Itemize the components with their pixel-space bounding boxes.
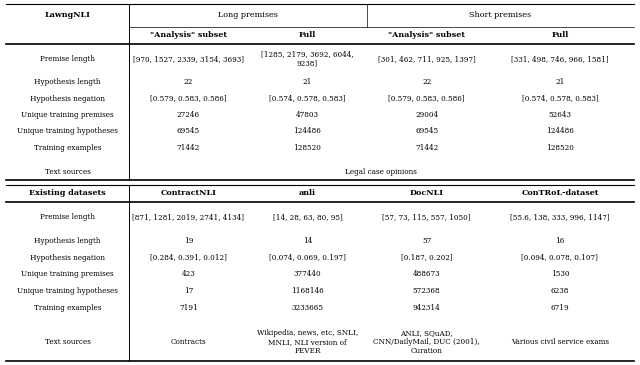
Text: Short premises: Short premises — [469, 11, 531, 19]
Text: Unique training hypotheses: Unique training hypotheses — [17, 287, 118, 295]
Text: "Analysis" subset: "Analysis" subset — [388, 31, 465, 39]
Text: Hypothesis length: Hypothesis length — [35, 78, 101, 86]
Text: Hypothesis length: Hypothesis length — [35, 237, 101, 245]
Text: Wikipedia, news, etc, SNLI,
MNLI, NLI version of
FEVER: Wikipedia, news, etc, SNLI, MNLI, NLI ve… — [257, 329, 358, 356]
Text: 124486: 124486 — [546, 127, 574, 135]
Text: Full: Full — [299, 31, 316, 39]
Text: 572368: 572368 — [413, 287, 440, 295]
Text: 14: 14 — [303, 237, 312, 245]
Text: ConTRoL-dataset: ConTRoL-dataset — [521, 189, 598, 197]
Text: Hypothesis negation: Hypothesis negation — [30, 254, 105, 262]
Text: ContractNLI: ContractNLI — [161, 189, 216, 197]
Text: ANLI, SQuAD,
CNN/DailyMail, DUC (2001),
Curation: ANLI, SQuAD, CNN/DailyMail, DUC (2001), … — [373, 329, 480, 356]
Text: Long premises: Long premises — [218, 11, 278, 19]
Text: Unique training premises: Unique training premises — [21, 270, 114, 278]
Text: 69545: 69545 — [177, 127, 200, 135]
Text: 21: 21 — [556, 78, 564, 86]
Text: anli: anli — [299, 189, 316, 197]
Text: 57: 57 — [422, 237, 431, 245]
Text: Premise length: Premise length — [40, 214, 95, 222]
Text: 6238: 6238 — [550, 287, 569, 295]
Text: 1530: 1530 — [550, 270, 569, 278]
Text: [0.579, 0.583, 0.586]: [0.579, 0.583, 0.586] — [388, 95, 465, 103]
Text: Unique training hypotheses: Unique training hypotheses — [17, 127, 118, 135]
Text: 17: 17 — [184, 287, 193, 295]
Text: 942314: 942314 — [413, 304, 440, 312]
Text: [57, 73, 115, 557, 1050]: [57, 73, 115, 557, 1050] — [382, 214, 471, 222]
Text: Existing datasets: Existing datasets — [29, 189, 106, 197]
Text: 22: 22 — [422, 78, 431, 86]
Text: [301, 462, 711, 925, 1397]: [301, 462, 711, 925, 1397] — [378, 55, 476, 63]
Text: Training examples: Training examples — [34, 144, 101, 152]
Text: 7191: 7191 — [179, 304, 198, 312]
Text: 377440: 377440 — [294, 270, 321, 278]
Text: [0.187, 0.202]: [0.187, 0.202] — [401, 254, 452, 262]
Text: 27246: 27246 — [177, 111, 200, 119]
Text: 19: 19 — [184, 237, 193, 245]
Text: 124486: 124486 — [294, 127, 321, 135]
Text: [0.579, 0.583, 0.586]: [0.579, 0.583, 0.586] — [150, 95, 227, 103]
Text: Text sources: Text sources — [45, 338, 90, 346]
Text: DocNLI: DocNLI — [410, 189, 444, 197]
Text: Unique training premises: Unique training premises — [21, 111, 114, 119]
Text: "Analysis" subset: "Analysis" subset — [150, 31, 227, 39]
Text: 71442: 71442 — [415, 144, 438, 152]
Text: Contracts: Contracts — [170, 338, 206, 346]
Text: 22: 22 — [184, 78, 193, 86]
Text: [0.074, 0.069, 0.197]: [0.074, 0.069, 0.197] — [269, 254, 346, 262]
Text: [0.574, 0.578, 0.583]: [0.574, 0.578, 0.583] — [269, 95, 346, 103]
Text: 21: 21 — [303, 78, 312, 86]
Text: [0.284, 0.391, 0.012]: [0.284, 0.391, 0.012] — [150, 254, 227, 262]
Text: 6719: 6719 — [550, 304, 569, 312]
Text: Hypothesis negation: Hypothesis negation — [30, 95, 105, 103]
Text: [0.574, 0.578, 0.583]: [0.574, 0.578, 0.583] — [522, 95, 598, 103]
Text: Premise length: Premise length — [40, 55, 95, 63]
Text: 423: 423 — [181, 270, 195, 278]
Text: [970, 1527, 2339, 3154, 3693]: [970, 1527, 2339, 3154, 3693] — [132, 55, 244, 63]
Text: 488673: 488673 — [413, 270, 440, 278]
Text: 47803: 47803 — [296, 111, 319, 119]
Text: 16: 16 — [556, 237, 564, 245]
Text: LawngNLI: LawngNLI — [45, 11, 90, 19]
Text: 3233665: 3233665 — [291, 304, 323, 312]
Text: Text sources: Text sources — [45, 168, 90, 176]
Text: 1168146: 1168146 — [291, 287, 324, 295]
Text: Legal case opinions: Legal case opinions — [345, 168, 417, 176]
Text: [1285, 2179, 3692, 6044,
9238]: [1285, 2179, 3692, 6044, 9238] — [261, 50, 354, 68]
Text: 128520: 128520 — [294, 144, 321, 152]
Text: 128520: 128520 — [546, 144, 574, 152]
Text: 29004: 29004 — [415, 111, 438, 119]
Text: [0.094, 0.078, 0.107]: [0.094, 0.078, 0.107] — [522, 254, 598, 262]
Text: Training examples: Training examples — [34, 304, 101, 312]
Text: 52643: 52643 — [548, 111, 572, 119]
Text: Various civil service exams: Various civil service exams — [511, 338, 609, 346]
Text: [55.6, 138, 333, 996, 1147]: [55.6, 138, 333, 996, 1147] — [510, 214, 610, 222]
Text: [14, 28, 63, 80, 95]: [14, 28, 63, 80, 95] — [273, 214, 342, 222]
Text: Full: Full — [551, 31, 568, 39]
Text: 71442: 71442 — [177, 144, 200, 152]
Text: [331, 498, 746, 966, 1581]: [331, 498, 746, 966, 1581] — [511, 55, 609, 63]
Text: [871, 1281, 2019, 2741, 4134]: [871, 1281, 2019, 2741, 4134] — [132, 214, 244, 222]
Text: 69545: 69545 — [415, 127, 438, 135]
